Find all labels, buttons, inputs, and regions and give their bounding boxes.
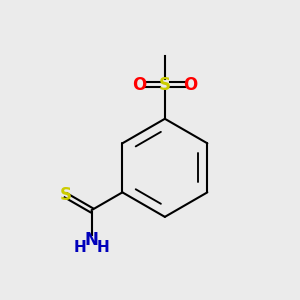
Text: S: S [60,186,72,204]
Text: S: S [159,76,171,94]
Text: H: H [96,240,109,255]
Text: O: O [133,76,147,94]
Text: N: N [85,231,98,249]
Text: H: H [74,240,87,255]
Text: O: O [183,76,197,94]
